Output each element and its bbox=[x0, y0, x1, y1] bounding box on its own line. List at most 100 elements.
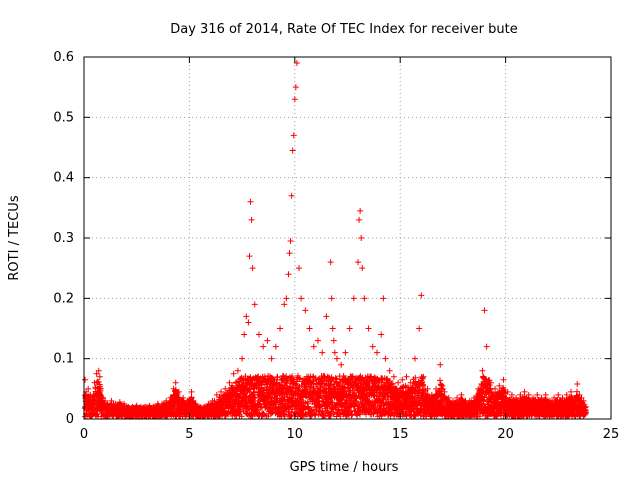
data-point bbox=[551, 394, 558, 401]
data-point bbox=[292, 84, 299, 91]
x-tick-label: 10 bbox=[287, 427, 304, 442]
y-tick-label: 0.6 bbox=[53, 50, 74, 65]
data-point bbox=[277, 325, 284, 332]
data-point bbox=[496, 382, 503, 389]
data-point bbox=[500, 376, 507, 383]
data-point bbox=[251, 301, 258, 308]
data-point bbox=[407, 379, 414, 386]
data-point bbox=[328, 295, 335, 302]
data-point bbox=[350, 295, 357, 302]
data-point bbox=[572, 394, 579, 401]
data-point bbox=[487, 379, 494, 386]
y-axis-label: ROTI / TECUs bbox=[7, 195, 22, 280]
data-point bbox=[97, 385, 104, 392]
data-point bbox=[222, 385, 229, 392]
x-tick-label: 15 bbox=[392, 427, 409, 442]
data-point bbox=[513, 394, 520, 401]
data-point bbox=[358, 235, 365, 241]
data-point bbox=[546, 397, 553, 404]
data-point bbox=[172, 379, 179, 386]
data-point bbox=[296, 265, 303, 272]
data-point bbox=[241, 331, 248, 338]
data-point bbox=[246, 253, 253, 260]
data-point bbox=[306, 325, 313, 332]
data-point bbox=[357, 207, 364, 214]
y-tick-label: 0.5 bbox=[53, 110, 74, 125]
data-point bbox=[386, 367, 393, 374]
data-point bbox=[418, 292, 425, 299]
x-tick-label: 5 bbox=[185, 427, 193, 442]
data-point bbox=[559, 394, 566, 401]
data-point bbox=[82, 376, 89, 383]
data-point bbox=[411, 355, 418, 362]
data-point bbox=[234, 367, 241, 374]
data-point bbox=[95, 367, 102, 374]
data-point bbox=[555, 391, 562, 398]
data-point bbox=[287, 238, 294, 245]
data-point bbox=[285, 271, 292, 278]
data-point bbox=[302, 307, 309, 314]
data-point bbox=[245, 319, 252, 326]
data-point bbox=[188, 388, 195, 395]
data-point bbox=[492, 385, 499, 392]
data-point bbox=[96, 373, 103, 380]
data-point bbox=[534, 391, 541, 398]
noise-band-layer bbox=[81, 372, 589, 420]
data-point bbox=[403, 373, 410, 380]
data-point bbox=[416, 325, 423, 332]
data-point bbox=[319, 349, 326, 356]
grid-layer bbox=[84, 57, 611, 419]
data-point bbox=[563, 391, 570, 398]
data-point bbox=[272, 343, 279, 350]
data-point bbox=[205, 400, 212, 407]
x-tick-label: 0 bbox=[80, 427, 88, 442]
baseline-noise-band bbox=[81, 372, 589, 420]
data-point bbox=[470, 394, 477, 401]
data-point bbox=[158, 400, 165, 407]
data-point bbox=[314, 337, 321, 344]
data-point bbox=[170, 385, 177, 392]
data-point bbox=[293, 60, 300, 67]
data-point bbox=[479, 367, 486, 374]
x-tick-label: 20 bbox=[497, 427, 514, 442]
data-point bbox=[209, 397, 216, 404]
data-point bbox=[121, 400, 128, 407]
data-point bbox=[567, 388, 574, 395]
data-point bbox=[281, 301, 288, 308]
data-point bbox=[521, 388, 528, 395]
data-point bbox=[180, 394, 187, 401]
data-point bbox=[87, 391, 94, 398]
y-tick-label: 0.2 bbox=[53, 291, 74, 306]
data-point bbox=[582, 403, 589, 410]
data-point bbox=[290, 132, 297, 139]
data-point bbox=[504, 388, 511, 395]
data-point bbox=[167, 394, 174, 401]
data-point bbox=[342, 349, 349, 356]
data-point bbox=[291, 96, 298, 103]
data-point bbox=[184, 397, 191, 404]
data-point bbox=[230, 370, 237, 377]
data-point bbox=[380, 295, 387, 302]
data-point bbox=[365, 325, 372, 332]
data-point bbox=[542, 391, 549, 398]
y-tick-label: 0.1 bbox=[53, 352, 74, 367]
data-point bbox=[449, 397, 456, 404]
data-point bbox=[288, 192, 295, 199]
data-point bbox=[331, 349, 338, 356]
data-point bbox=[249, 265, 256, 272]
data-point bbox=[108, 397, 115, 404]
data-point bbox=[298, 295, 305, 302]
data-point bbox=[346, 325, 353, 332]
data-point bbox=[89, 394, 96, 401]
data-point bbox=[433, 385, 440, 392]
data-point bbox=[264, 337, 271, 344]
data-point bbox=[133, 402, 140, 409]
data-point bbox=[286, 250, 293, 257]
data-point bbox=[330, 337, 337, 344]
data-point bbox=[378, 331, 385, 338]
data-point bbox=[458, 391, 465, 398]
data-point bbox=[399, 376, 406, 383]
data-point bbox=[116, 399, 123, 406]
data-point bbox=[578, 394, 585, 401]
data-point bbox=[260, 343, 267, 350]
